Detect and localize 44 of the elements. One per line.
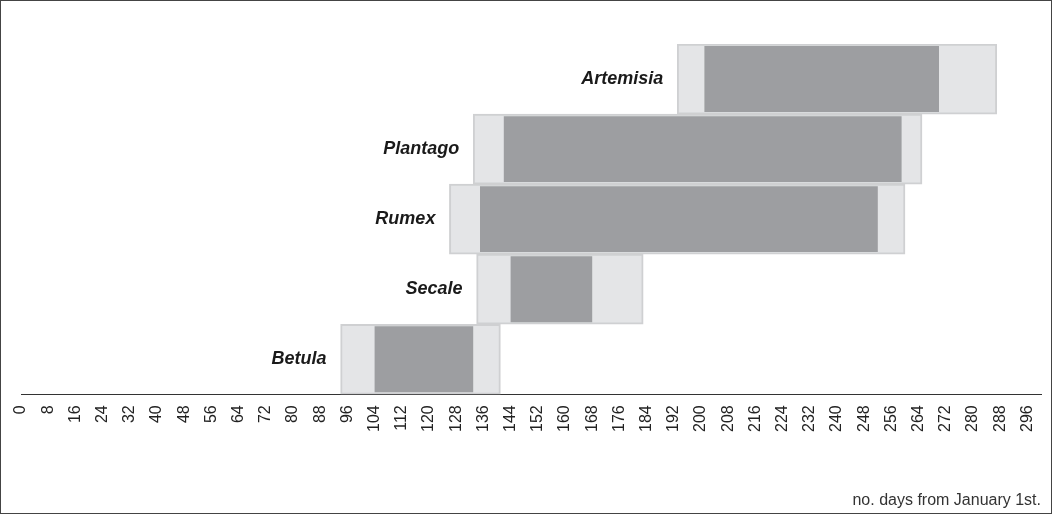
x-tick-label: 208 <box>718 405 736 433</box>
x-tick-label: 224 <box>773 405 791 433</box>
x-tick-label: 88 <box>310 405 328 424</box>
x-tick-label: 232 <box>800 405 818 433</box>
x-axis-title: no. days from January 1st. <box>852 491 1041 508</box>
x-tick-label: 32 <box>120 405 138 424</box>
x-tick-label: 96 <box>337 405 355 424</box>
x-tick-label: 16 <box>65 405 83 424</box>
x-tick-label: 8 <box>38 405 56 415</box>
y-tick-label: Artemisia <box>580 68 664 88</box>
y-tick-label: Plantago <box>383 138 460 159</box>
x-tick-label: 48 <box>174 405 192 424</box>
x-tick-label: 136 <box>473 405 491 433</box>
x-tick-label: 176 <box>609 405 627 433</box>
x-tick-label: 152 <box>528 405 546 433</box>
x-tick-label: 64 <box>229 405 247 424</box>
x-tick-label: 72 <box>256 405 274 424</box>
x-tick-label: 296 <box>1017 405 1035 433</box>
x-tick-label: 240 <box>827 405 845 433</box>
x-tick-label: 184 <box>637 405 655 433</box>
x-tick-label: 80 <box>283 405 301 424</box>
x-tick-label: 280 <box>963 405 981 433</box>
x-tick-label: 272 <box>936 405 954 433</box>
x-tick-label: 168 <box>582 405 600 433</box>
x-tick-label: 56 <box>201 405 219 424</box>
x-tick-label: 216 <box>745 405 763 433</box>
x-tick-label: 104 <box>365 405 383 433</box>
x-tick-label: 112 <box>392 405 410 431</box>
x-tick-label: 192 <box>664 405 682 433</box>
y-tick-label: Betula <box>271 348 327 369</box>
y-tick-label: Secale <box>405 278 463 299</box>
x-tick-label: 24 <box>93 405 111 424</box>
x-tick-label: 0 <box>11 405 29 415</box>
x-tick-label: 288 <box>990 405 1008 433</box>
x-tick-label: 264 <box>909 405 927 433</box>
x-tick-label: 144 <box>501 405 519 433</box>
y-tick-label: Rumex <box>375 208 437 229</box>
x-tick-label: 120 <box>419 405 437 433</box>
x-tick-label: 256 <box>881 405 899 433</box>
x-tick-label: 200 <box>691 405 709 433</box>
x-tick-label: 40 <box>147 405 165 424</box>
x-tick-label: 248 <box>854 405 872 433</box>
x-tick-label: 160 <box>555 405 573 433</box>
x-tick-label: 128 <box>446 405 464 433</box>
